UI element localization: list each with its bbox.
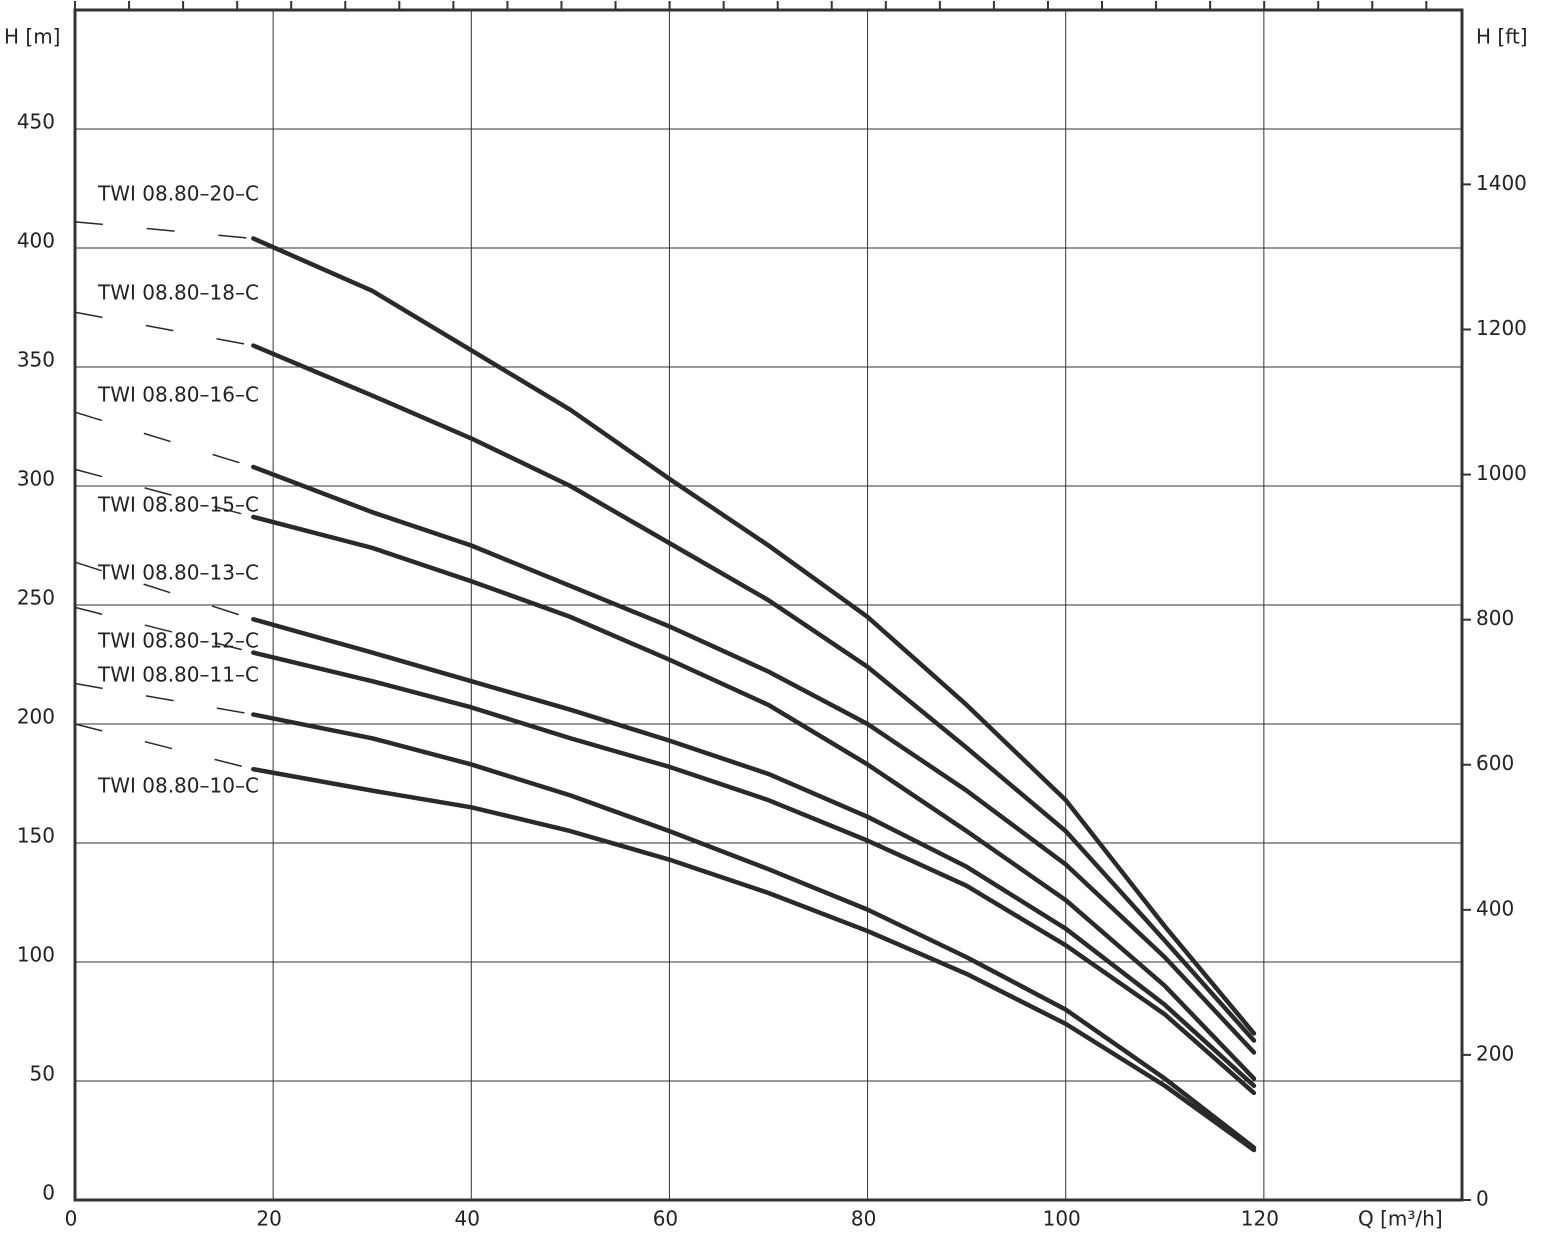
series-label: TWI 08.80–18–C: [97, 281, 259, 305]
series-line: [251, 514, 1257, 1081]
y2-tick-label: 0: [1476, 1187, 1489, 1211]
y-tick-label: 50: [30, 1062, 55, 1086]
y-axis-label: H [m]: [4, 25, 60, 49]
x-tick-label: 100: [1043, 1207, 1081, 1231]
series-extension: [74, 606, 254, 654]
y-tick-label: 200: [17, 705, 55, 729]
series-extension: [74, 468, 254, 518]
y-tick-label: 0: [42, 1181, 55, 1205]
y-tick-label: 100: [17, 943, 55, 967]
x-tick-label: 40: [455, 1207, 480, 1231]
series-line: [251, 617, 1257, 1089]
series-extension: [74, 311, 254, 347]
x-tick-label: 20: [256, 1207, 281, 1231]
y-tick-label: 450: [17, 110, 55, 134]
series-label: TWI 08.80–13–C: [97, 561, 259, 585]
series-line: [251, 712, 1257, 1150]
y2-tick-label: 1000: [1476, 461, 1527, 485]
series-line: [251, 236, 1257, 1036]
y-tick-label: 150: [17, 824, 55, 848]
series-extension: [74, 561, 254, 620]
x-tick-label: 120: [1241, 1207, 1279, 1231]
y-tick-label: 400: [17, 229, 55, 253]
series-line: [251, 650, 1257, 1096]
plot-frame: [73, 8, 1464, 1202]
y2-tick-label: 1200: [1476, 316, 1527, 340]
y-tick-label: 350: [17, 348, 55, 372]
series-label: TWI 08.80–15–C: [97, 493, 259, 517]
series-extension: [74, 682, 254, 716]
series-line: [251, 343, 1257, 1043]
x-axis-label: Q [m³/h]: [1358, 1207, 1443, 1231]
y2-tick-label: 1400: [1476, 171, 1527, 195]
y2-tick-label: 200: [1476, 1041, 1514, 1065]
series-label: TWI 08.80–11–C: [97, 663, 259, 687]
series-line: [251, 464, 1257, 1055]
series-line: [251, 766, 1257, 1153]
x-tick-label: 0: [65, 1207, 78, 1231]
series-extension: [74, 723, 254, 770]
series-label: TWI 08.80–20–C: [97, 182, 259, 206]
x-tick-label: 80: [851, 1207, 876, 1231]
series-extension: [74, 411, 254, 468]
y-tick-label: 300: [17, 467, 55, 491]
y2-tick-label: 800: [1476, 606, 1514, 630]
y-tick-label: 250: [17, 586, 55, 610]
y2-tick-label: 600: [1476, 751, 1514, 775]
y2-axis-label: H [ft]: [1476, 25, 1528, 49]
y2-tick-label: 400: [1476, 896, 1514, 920]
series-label: TWI 08.80–12–C: [97, 629, 259, 653]
x-tick-label: 60: [653, 1207, 678, 1231]
series-extension: [74, 221, 254, 240]
series-label: TWI 08.80–10–C: [97, 774, 259, 798]
series-label: TWI 08.80–16–C: [97, 383, 259, 407]
